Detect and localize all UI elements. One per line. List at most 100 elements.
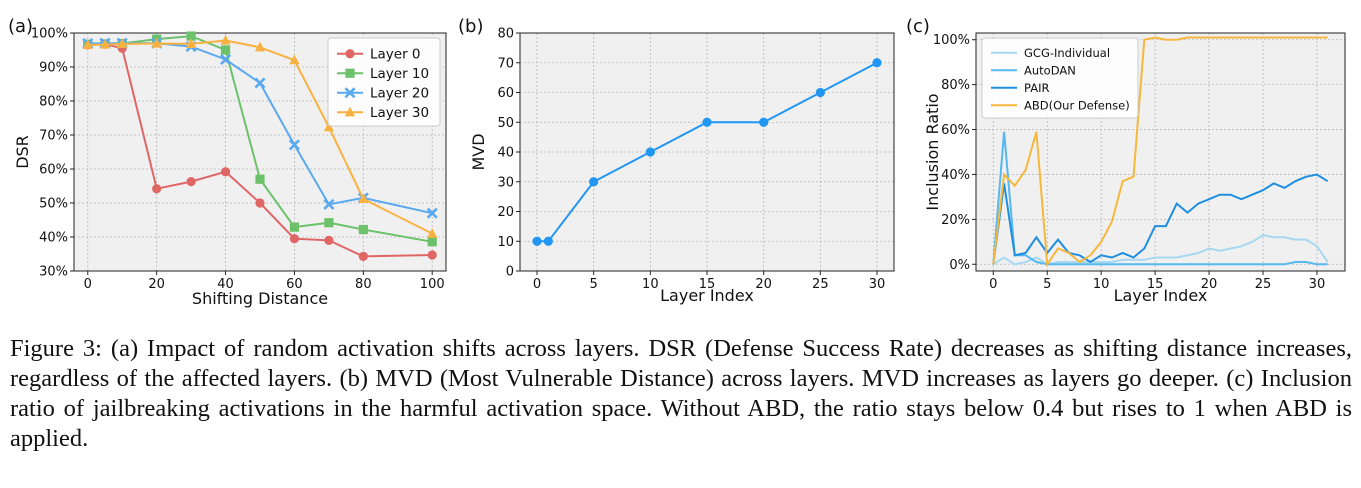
x-axis-label: Layer Index xyxy=(1114,286,1208,305)
y-tick-label: 30 xyxy=(497,175,514,190)
x-tick-label: 5 xyxy=(1043,277,1051,292)
y-tick-label: 50% xyxy=(39,197,68,212)
y-tick-label: 20% xyxy=(941,213,970,228)
y-tick-label: 40% xyxy=(941,168,970,183)
y-tick-label: 80 xyxy=(497,27,514,42)
x-tick-label: 0 xyxy=(989,277,997,292)
y-tick-label: 60% xyxy=(39,163,68,178)
data-point xyxy=(427,228,438,238)
data-point xyxy=(255,174,265,184)
series-line xyxy=(992,131,1328,266)
legend-marker xyxy=(345,49,355,59)
x-tick-label: 60 xyxy=(286,277,303,292)
y-tick-label: 40% xyxy=(39,231,68,246)
legend-entry: Layer 10 xyxy=(370,66,429,82)
y-tick-label: 70 xyxy=(497,56,514,71)
data-point xyxy=(426,207,438,219)
data-point xyxy=(152,184,162,194)
y-tick-label: 10 xyxy=(497,235,514,250)
legend-entry: PAIR xyxy=(1024,81,1049,95)
legend-marker xyxy=(344,87,356,99)
y-tick-label: 0 xyxy=(506,265,514,280)
data-point xyxy=(872,58,882,68)
x-axis-label: Shifting Distance xyxy=(192,289,328,308)
data-point xyxy=(427,237,437,247)
data-point xyxy=(759,117,769,127)
data-point xyxy=(255,198,265,208)
x-axis-label: Layer Index xyxy=(660,286,754,305)
legend-entry: ABD(Our Defense) xyxy=(1024,98,1130,112)
x-tick-label: 25 xyxy=(812,277,829,292)
data-point xyxy=(358,224,368,235)
data-point xyxy=(289,234,300,244)
panel-label: (b) xyxy=(458,16,483,37)
y-tick-label: 20 xyxy=(497,205,514,220)
data-point xyxy=(324,218,334,228)
data-point xyxy=(589,177,599,187)
y-tick-label: 60 xyxy=(497,86,514,101)
y-tick-label: 0% xyxy=(949,258,970,273)
plot-frame xyxy=(73,32,447,272)
y-tick-label: 100% xyxy=(31,27,68,42)
data-point xyxy=(324,235,334,245)
data-point xyxy=(117,38,128,48)
y-tick-label: 30% xyxy=(39,265,68,280)
x-tick-label: 100 xyxy=(420,277,445,292)
y-tick-label: 100% xyxy=(933,33,970,48)
x-tick-label: 0 xyxy=(533,277,541,292)
data-point xyxy=(815,87,825,98)
data-point xyxy=(82,39,93,49)
legend-marker xyxy=(344,106,356,117)
x-tick-label: 10 xyxy=(642,277,659,292)
legend-marker xyxy=(345,68,355,78)
legend-entry: Layer 20 xyxy=(370,86,429,102)
data-point xyxy=(254,77,266,89)
data-point xyxy=(289,54,300,65)
x-tick-label: 15 xyxy=(1147,277,1164,292)
data-point xyxy=(323,198,335,210)
x-tick-label: 20 xyxy=(1201,277,1218,292)
y-axis-label: Inclusion Ratio xyxy=(923,93,942,210)
data-point xyxy=(220,167,231,177)
data-point xyxy=(645,147,655,157)
data-point xyxy=(358,193,369,204)
x-tick-label: 20 xyxy=(148,277,165,292)
data-point xyxy=(220,45,231,55)
y-axis-label: DSR xyxy=(13,135,32,169)
legend-entry: Layer 30 xyxy=(370,105,429,121)
figure-caption: Figure 3: (a) Impact of random activatio… xyxy=(10,335,1352,452)
panel-label: (a) xyxy=(8,16,33,37)
x-tick-label: 25 xyxy=(1255,277,1272,292)
data-point xyxy=(427,250,437,260)
data-point xyxy=(323,121,334,132)
plot-frame xyxy=(975,32,1346,272)
data-point xyxy=(289,222,300,232)
y-tick-label: 60% xyxy=(941,123,970,138)
y-tick-label: 80% xyxy=(941,78,970,93)
figure-charts: 30%40%50%60%70%80%90%100%0 20 40 60 80 100Shi… xyxy=(8,16,1346,308)
series-line xyxy=(992,36,1328,268)
x-tick-label: 20 xyxy=(755,277,772,292)
x-tick-label: 40 xyxy=(217,277,234,292)
data-point xyxy=(358,251,368,261)
y-tick-label: 70% xyxy=(39,129,68,144)
data-point xyxy=(220,54,232,66)
x-tick-label: 80 xyxy=(355,277,372,292)
series-line xyxy=(992,173,1329,265)
data-point xyxy=(254,41,266,52)
data-point xyxy=(186,176,196,187)
x-tick-label: 15 xyxy=(699,277,716,292)
plot-area xyxy=(520,33,894,271)
y-tick-label: 50 xyxy=(497,116,514,131)
series-line xyxy=(537,61,878,243)
legend-box xyxy=(327,37,441,127)
x-tick-label: 30 xyxy=(869,277,886,292)
x-tick-label: 0 xyxy=(84,277,92,292)
x-tick-label: 30 xyxy=(1309,277,1326,292)
data-point xyxy=(151,37,162,48)
legend-entry: Layer 0 xyxy=(370,47,421,63)
data-point xyxy=(702,117,712,127)
legend-entry: AutoDAN xyxy=(1024,63,1076,77)
data-point xyxy=(186,31,196,41)
data-point xyxy=(288,139,300,151)
